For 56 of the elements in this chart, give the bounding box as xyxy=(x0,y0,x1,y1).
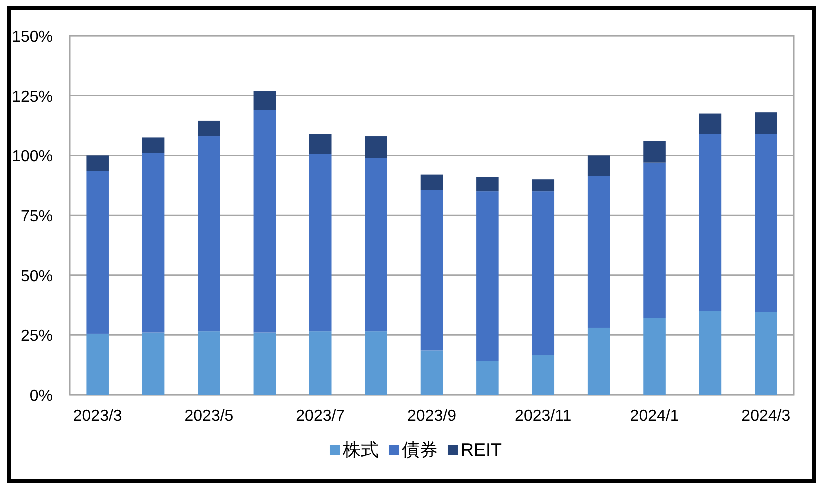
x-tick-label: 2023/5 xyxy=(184,408,234,425)
x-tick-label: 2023/7 xyxy=(296,408,346,425)
legend-label: REIT xyxy=(460,440,502,460)
x-tick-label: 2024/1 xyxy=(630,408,680,425)
bar xyxy=(309,332,332,395)
bar xyxy=(588,176,610,328)
bar xyxy=(142,153,165,333)
bar xyxy=(532,356,555,395)
bar xyxy=(532,192,555,356)
bar xyxy=(420,190,444,351)
bar xyxy=(142,138,165,154)
y-tick-label: 150% xyxy=(12,29,53,46)
bar xyxy=(699,134,722,312)
bar xyxy=(365,332,388,395)
bar xyxy=(588,328,610,395)
bar xyxy=(699,311,722,395)
bar xyxy=(476,177,499,192)
bar xyxy=(86,334,109,395)
bar xyxy=(198,120,220,137)
bar xyxy=(365,136,388,158)
bar xyxy=(755,312,778,395)
bar xyxy=(476,361,499,395)
x-tick-label: 2024/3 xyxy=(742,408,791,425)
bar xyxy=(254,332,276,395)
bar xyxy=(420,350,444,395)
bar xyxy=(420,174,444,190)
bar xyxy=(365,158,388,332)
x-tick-label: 2023/3 xyxy=(73,408,122,425)
bar xyxy=(755,112,778,134)
y-tick-label: 50% xyxy=(20,268,53,286)
bar xyxy=(644,318,666,395)
bar xyxy=(86,156,109,172)
y-tick-label: 0% xyxy=(30,388,53,405)
bar xyxy=(755,134,778,312)
bar xyxy=(476,192,499,362)
y-tick-label: 125% xyxy=(12,88,53,106)
bar xyxy=(142,332,165,395)
bar xyxy=(309,154,332,332)
y-tick-label: 25% xyxy=(20,328,53,346)
bar xyxy=(254,110,276,333)
legend-label: 株式 xyxy=(342,440,379,460)
bar xyxy=(699,114,722,134)
bar xyxy=(254,91,276,110)
bar xyxy=(309,134,332,154)
bar xyxy=(644,141,666,163)
y-tick-label: 100% xyxy=(12,148,53,166)
bar xyxy=(198,332,220,395)
y-tick-label: 75% xyxy=(20,208,53,226)
bar xyxy=(86,171,109,334)
x-tick-label: 2023/11 xyxy=(515,408,572,425)
legend-label: 債券 xyxy=(402,440,438,460)
x-tick-label: 2023/9 xyxy=(408,408,457,425)
bar xyxy=(198,136,220,332)
bar xyxy=(588,156,610,176)
bar xyxy=(644,162,666,318)
bar xyxy=(532,180,555,192)
